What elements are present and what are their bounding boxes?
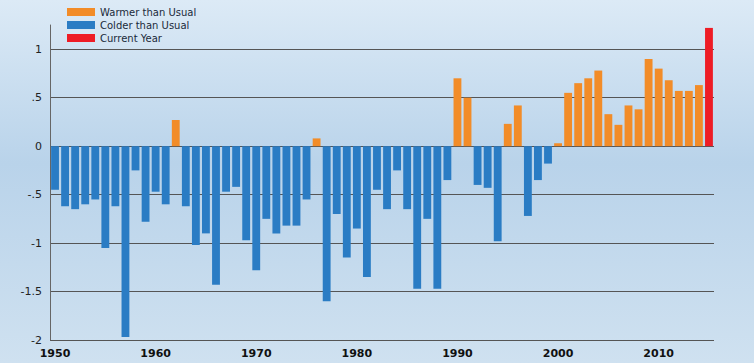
svg-text:1990: 1990	[442, 347, 473, 360]
svg-text:1970: 1970	[241, 347, 272, 360]
svg-text:0: 0	[35, 140, 42, 153]
svg-text:Warmer than Usual: Warmer than Usual	[100, 7, 196, 18]
svg-text:Colder than Usual: Colder than Usual	[100, 20, 189, 31]
svg-text:2000: 2000	[543, 347, 574, 360]
svg-text:Current Year: Current Year	[100, 33, 163, 44]
svg-text:1950: 1950	[40, 347, 71, 360]
svg-text:-.5: -.5	[28, 188, 42, 201]
svg-text:-2: -2	[31, 334, 42, 347]
svg-text:1980: 1980	[342, 347, 373, 360]
svg-text:-1.5: -1.5	[21, 285, 42, 298]
svg-text:-1: -1	[31, 237, 42, 250]
svg-text:1: 1	[35, 43, 42, 56]
svg-text:.5: .5	[32, 91, 43, 104]
svg-text:1960: 1960	[140, 347, 171, 360]
svg-text:2010: 2010	[643, 347, 674, 360]
